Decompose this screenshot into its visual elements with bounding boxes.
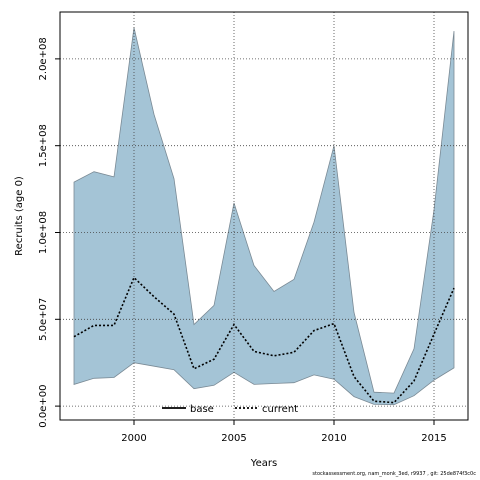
series-line-layer	[73, 276, 455, 404]
y-tick-label-3: 1.5e+08	[38, 124, 49, 167]
grid-layer	[60, 12, 468, 420]
footer-note: stockassessment.org, nam_monk_3ed, r9937…	[312, 471, 476, 477]
legend-label-current: current	[262, 404, 298, 415]
legend-label-base: base	[190, 404, 214, 415]
x-tick-label-2: 2010	[321, 433, 346, 444]
y-tick-label-0: 0.0e+00	[38, 385, 49, 428]
series-line-0	[73, 276, 455, 404]
confidence-band-layer	[73, 27, 455, 406]
confidence-band	[73, 27, 455, 406]
x-axis-title: Years	[250, 458, 277, 469]
legend: base current	[162, 404, 298, 415]
y-tick-label-2: 1.0e+08	[38, 211, 49, 254]
x-tick-label-1: 2005	[221, 433, 246, 444]
x-tick-label-0: 2000	[121, 433, 146, 444]
x-tick-label-3: 2015	[421, 433, 446, 444]
axis-layer: 2000 2005 2010 2015 0.0e+00 5.0e+07 1.0e+08 1.5…	[38, 37, 447, 444]
y-tick-label-1: 5.0e+07	[38, 298, 49, 341]
y-tick-label-4: 2.0e+08	[38, 37, 49, 80]
y-axis-title: Recruits (age 0)	[14, 176, 25, 256]
plot-frame	[59, 11, 469, 421]
